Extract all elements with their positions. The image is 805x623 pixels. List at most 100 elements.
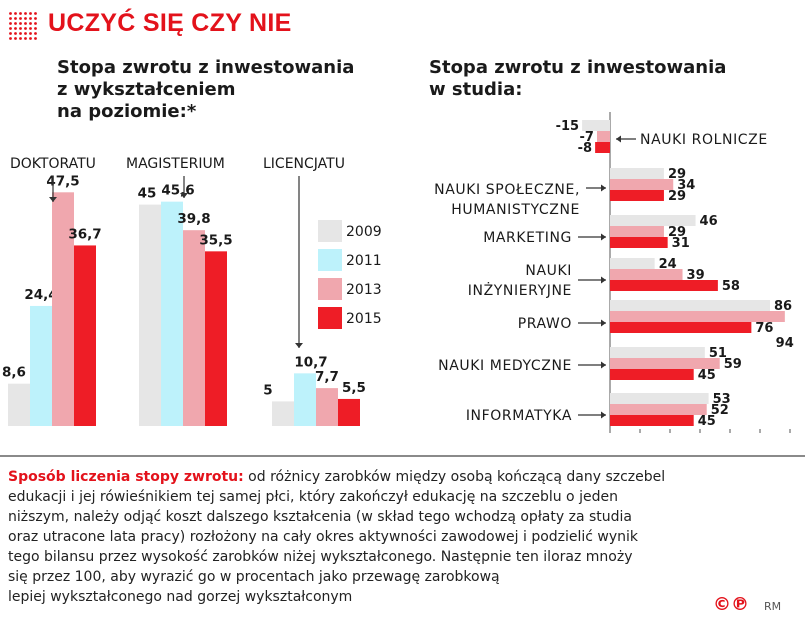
credit-logo: ©℗: [713, 594, 749, 615]
pointer-arrow-icon: [601, 319, 606, 327]
footnote: Sposób liczenia stopy zwrotu: od różnicy…: [8, 467, 788, 607]
value-label: 45,6: [161, 183, 194, 199]
bar-4-2009: [610, 300, 770, 311]
value-label: 45: [698, 368, 716, 383]
legend-swatch-2011: [318, 249, 342, 271]
logo-dot: [19, 27, 22, 30]
logo-dot: [14, 32, 17, 35]
bar-5-2009: [610, 347, 705, 358]
credit-author: RM: [764, 600, 782, 613]
bar-magisterium-2015: [205, 251, 227, 426]
bar-4-2013: [610, 311, 785, 322]
divider: [0, 455, 805, 457]
value-label: 36,7: [68, 226, 101, 242]
bar-6-2009: [610, 393, 709, 404]
value-label: 35,5: [199, 232, 232, 248]
category-label-licencjatu: LICENCJATU: [263, 156, 345, 172]
category-label: NAUKI MEDYCZNE: [438, 358, 572, 374]
logo-dot: [24, 12, 27, 15]
bar-6-2015: [610, 415, 694, 426]
logo-dot: [24, 27, 27, 30]
legend-swatch-2009: [318, 220, 342, 242]
value-label: 51: [709, 346, 727, 361]
logo-dot: [29, 32, 32, 35]
category-label: INFORMATYKA: [466, 408, 572, 424]
value-label: 53: [713, 392, 731, 407]
page-title: UCZYĆ SIĘ CZY NIE: [48, 9, 292, 37]
bar-2-2015: [610, 237, 668, 248]
bar-doktoratu-2011: [30, 305, 52, 426]
bar-doktoratu-2013: [52, 192, 74, 426]
bar-0-2015: [595, 142, 610, 153]
logo-dot: [34, 17, 37, 20]
bar-2-2009: [610, 215, 696, 226]
logo-dot: [34, 22, 37, 25]
bar-3-2009: [610, 258, 655, 269]
bar-0-2013: [596, 131, 610, 142]
value-label: 5: [263, 382, 272, 398]
footnote-text: edukacji i jej rówieśnikiem tej samej pł…: [8, 489, 618, 505]
left-chart-title: Stopa zwrotu z inwestowania z wykształce…: [57, 57, 354, 123]
bar-licencjatu-2009: [272, 401, 294, 426]
value-label: 31: [672, 236, 690, 251]
bar-6-2013: [610, 404, 707, 415]
value-label: 86: [774, 299, 792, 314]
logo-dot: [24, 37, 27, 40]
left-chart-title-line: na poziomie:*: [57, 101, 197, 122]
value-label: 5,5: [342, 380, 366, 396]
value-label: 39,8: [177, 211, 210, 227]
value-label: 29: [668, 189, 686, 204]
category-label: NAUKI SPOŁECZNE, HUMANISTYCZNE: [434, 182, 580, 218]
category-label: PRAWO: [518, 316, 572, 332]
pointer-arrow-icon: [616, 135, 621, 143]
bar-0-2009: [582, 120, 610, 131]
pointer-arrow-icon: [180, 193, 188, 198]
value-label: 29: [668, 225, 686, 240]
value-label: 24: [659, 257, 677, 272]
value-label: -8: [578, 141, 592, 156]
bar-magisterium-2013: [183, 230, 205, 426]
footnote-text: lepiej wykształconego nad gorzej wykszta…: [8, 589, 353, 605]
bar-1-2015: [610, 190, 664, 201]
left-chart-title-line: z wykształceniem: [57, 79, 236, 100]
value-label: 58: [722, 279, 740, 294]
logo-dot: [9, 27, 12, 30]
legend-label-2009: 2009: [346, 224, 382, 240]
pointer-arrow-icon: [601, 411, 606, 419]
legend-swatch-2015: [318, 307, 342, 329]
value-label: -7: [580, 130, 594, 145]
bar-magisterium-2011: [161, 201, 183, 426]
value-label: 52: [711, 403, 729, 418]
bar-1-2009: [610, 168, 664, 179]
bar-doktoratu-2015: [74, 245, 96, 426]
logo-dot: [19, 37, 22, 40]
logo-dot: [24, 17, 27, 20]
logo-dot: [24, 22, 27, 25]
value-label: 29: [668, 167, 686, 182]
right-chart-title-line: w studia:: [429, 79, 523, 100]
bar-1-2013: [610, 179, 674, 190]
value-label: 7,7: [315, 369, 339, 385]
logo-dot: [29, 12, 32, 15]
value-label: 10,7: [294, 354, 327, 370]
logo-dot: [19, 17, 22, 20]
logo-dot: [29, 17, 32, 20]
bar-magisterium-2009: [139, 204, 161, 426]
right-chart-title: Stopa zwrotu z inwestowania w studia:: [429, 57, 726, 101]
bar-5-2013: [610, 358, 720, 369]
logo-dot: [29, 22, 32, 25]
logo-dot: [9, 12, 12, 15]
bar-3-2013: [610, 269, 683, 280]
logo-dot: [34, 37, 37, 40]
logo-dot: [14, 27, 17, 30]
pointer-arrow-icon: [601, 233, 606, 241]
value-label: 76: [755, 321, 773, 336]
value-label: 45: [138, 186, 157, 202]
dotted-logo-icon: [9, 12, 37, 40]
category-label-magisterium: MAGISTERIUM: [126, 156, 225, 172]
logo-dot: [34, 12, 37, 15]
right-bar-chart: -15-7-8293429462931243958869476515945535…: [434, 112, 794, 433]
pointer-arrow-icon: [295, 343, 303, 348]
logo-dot: [14, 12, 17, 15]
footnote-text: niższym, należy odjąć koszt dalszego ksz…: [8, 509, 632, 525]
